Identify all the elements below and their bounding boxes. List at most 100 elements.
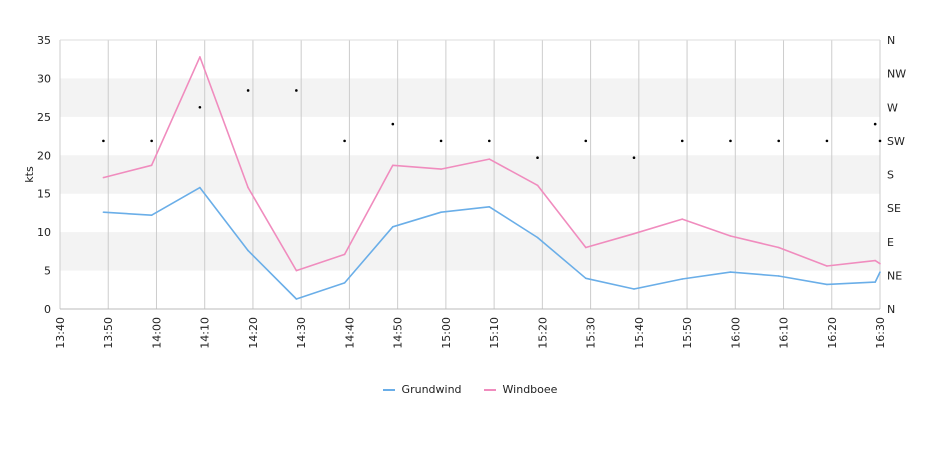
y-tick-label: 25 — [37, 111, 51, 124]
y-tick-label: 20 — [37, 149, 51, 162]
direction-point — [343, 139, 346, 143]
direction-point — [198, 105, 202, 109]
series-line-grundwind — [103, 186, 881, 300]
data-point — [874, 281, 876, 283]
data-point — [879, 271, 881, 273]
series-layer — [102, 56, 881, 300]
data-point — [392, 164, 394, 167]
x-tick-label: 16:00 — [729, 317, 742, 349]
y2-tick-label: S — [887, 169, 894, 182]
grid-band — [60, 155, 880, 194]
data-point — [729, 271, 732, 273]
direction-point — [873, 122, 877, 126]
x-tick-label: 15:50 — [681, 317, 694, 349]
y2-tick-label: N — [887, 34, 895, 47]
data-point — [633, 232, 635, 235]
y-tick-label: 10 — [37, 226, 51, 239]
data-point — [295, 269, 298, 272]
data-point — [343, 253, 346, 256]
direction-point — [391, 122, 395, 126]
y-tick-label: 0 — [44, 303, 51, 316]
direction-point — [777, 139, 781, 143]
direction-point — [729, 139, 732, 143]
x-tick-label: 16:20 — [826, 317, 839, 349]
grid-band — [60, 232, 880, 271]
data-point — [150, 214, 153, 217]
direction-point — [680, 139, 684, 143]
direction-point — [825, 139, 829, 143]
data-point — [392, 225, 394, 228]
x-tick-label: 15:00 — [440, 317, 453, 349]
grid-band — [60, 78, 880, 117]
data-point — [777, 246, 780, 249]
data-point — [199, 56, 201, 58]
y2-tick-label: E — [887, 236, 894, 249]
legend-swatch-windboee — [483, 388, 496, 391]
y-tick-label: 15 — [37, 188, 51, 201]
x-tick-label: 15:30 — [585, 317, 598, 349]
x-tick-label: 14:50 — [392, 317, 405, 349]
data-point — [681, 278, 684, 280]
direction-point — [246, 89, 250, 92]
y2-tick-label: W — [887, 101, 898, 114]
data-point — [826, 265, 828, 267]
data-point — [102, 211, 105, 213]
x-tick-label: 16:30 — [874, 317, 887, 349]
direction-point — [439, 139, 443, 143]
direction-point — [150, 139, 153, 143]
y2-tick-label: NW — [887, 68, 906, 81]
grid-lines — [59, 40, 881, 309]
data-point — [440, 211, 442, 213]
x-tick-label: 14:10 — [199, 317, 212, 349]
data-point — [488, 158, 491, 160]
legend-item-windboee[interactable]: Windboee — [483, 383, 557, 396]
y-tick-label: 35 — [37, 34, 51, 47]
data-point — [879, 262, 881, 265]
data-point — [102, 176, 105, 179]
direction-point — [878, 139, 882, 143]
direction-point — [102, 139, 105, 143]
direction-layer — [102, 89, 882, 159]
data-point — [633, 288, 635, 290]
data-point — [777, 275, 780, 277]
direction-point — [487, 139, 491, 143]
x-tick-label: 15:40 — [633, 317, 646, 349]
x-tick-label: 15:10 — [488, 317, 501, 349]
legend-label-grundwind: Grundwind — [401, 383, 462, 396]
x-tick-label: 13:50 — [102, 317, 115, 349]
data-point — [295, 298, 298, 300]
axes — [60, 39, 880, 310]
data-point — [343, 282, 346, 284]
data-point — [488, 205, 491, 208]
x-tick-label: 14:00 — [150, 317, 163, 349]
legend-swatch-grundwind — [382, 388, 395, 391]
y-tick-label: 30 — [37, 72, 51, 85]
data-point — [681, 218, 684, 220]
data-point — [536, 184, 539, 187]
data-point — [874, 259, 876, 262]
x-tick-label: 16:10 — [778, 317, 791, 349]
y2-tick-label: NE — [887, 269, 902, 282]
x-tick-label: 14:20 — [247, 317, 260, 349]
data-point — [729, 235, 732, 237]
legend-item-grundwind[interactable]: Grundwind — [382, 383, 462, 396]
direction-point — [295, 89, 298, 92]
direction-point — [536, 156, 539, 159]
data-point — [247, 186, 249, 189]
data-point — [584, 246, 587, 249]
data-point — [199, 186, 201, 189]
y2-tick-label: SW — [887, 135, 905, 148]
data-point — [584, 277, 587, 280]
data-point — [247, 249, 249, 252]
series-line-windboee — [103, 56, 881, 272]
data-point — [150, 164, 153, 167]
y-axis-label: kts — [23, 166, 36, 183]
direction-point — [632, 156, 636, 159]
axis-labels: 13:40 13:50 14:00 14:10 14:20 14:30 14:40 14:50… — [23, 34, 906, 349]
legend: Grundwind Windboee — [0, 383, 940, 396]
data-point — [440, 168, 442, 170]
x-tick-label: 15:20 — [536, 317, 549, 349]
x-tick-label: 13:40 — [54, 317, 67, 349]
